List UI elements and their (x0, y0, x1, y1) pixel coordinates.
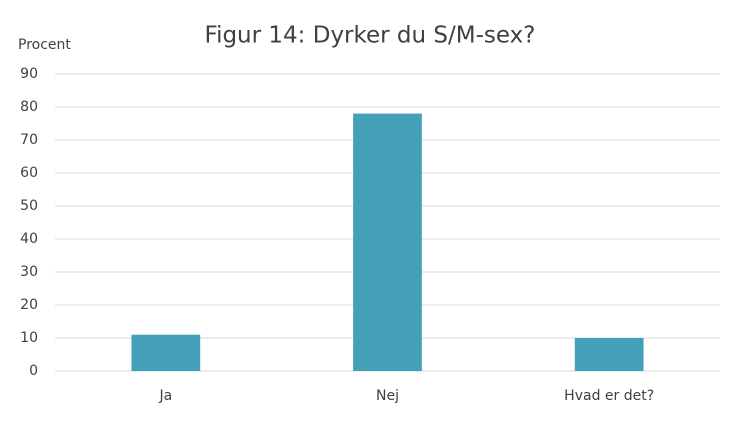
y-tick-label: 0 (29, 363, 38, 379)
bar (353, 113, 422, 371)
y-tick-label: 20 (20, 297, 38, 313)
y-tick-label: 50 (20, 198, 38, 214)
bar (131, 334, 201, 371)
y-tick-label: 30 (20, 264, 38, 280)
y-tick-label: 90 (20, 66, 38, 82)
x-tick-label: Nej (376, 388, 399, 404)
x-tick-label: Ja (158, 388, 172, 404)
y-tick-label: 80 (20, 99, 38, 115)
chart-title: Figur 14: Dyrker du S/M-sex? (205, 23, 536, 49)
y-tick-label: 70 (20, 132, 38, 148)
y-tick-label: 40 (20, 231, 38, 247)
y-axis-label: Procent (18, 37, 71, 53)
bar (574, 338, 644, 371)
y-tick-label: 10 (20, 330, 38, 346)
y-tick-label: 60 (20, 165, 38, 181)
x-tick-label: Hvad er det? (564, 388, 654, 404)
